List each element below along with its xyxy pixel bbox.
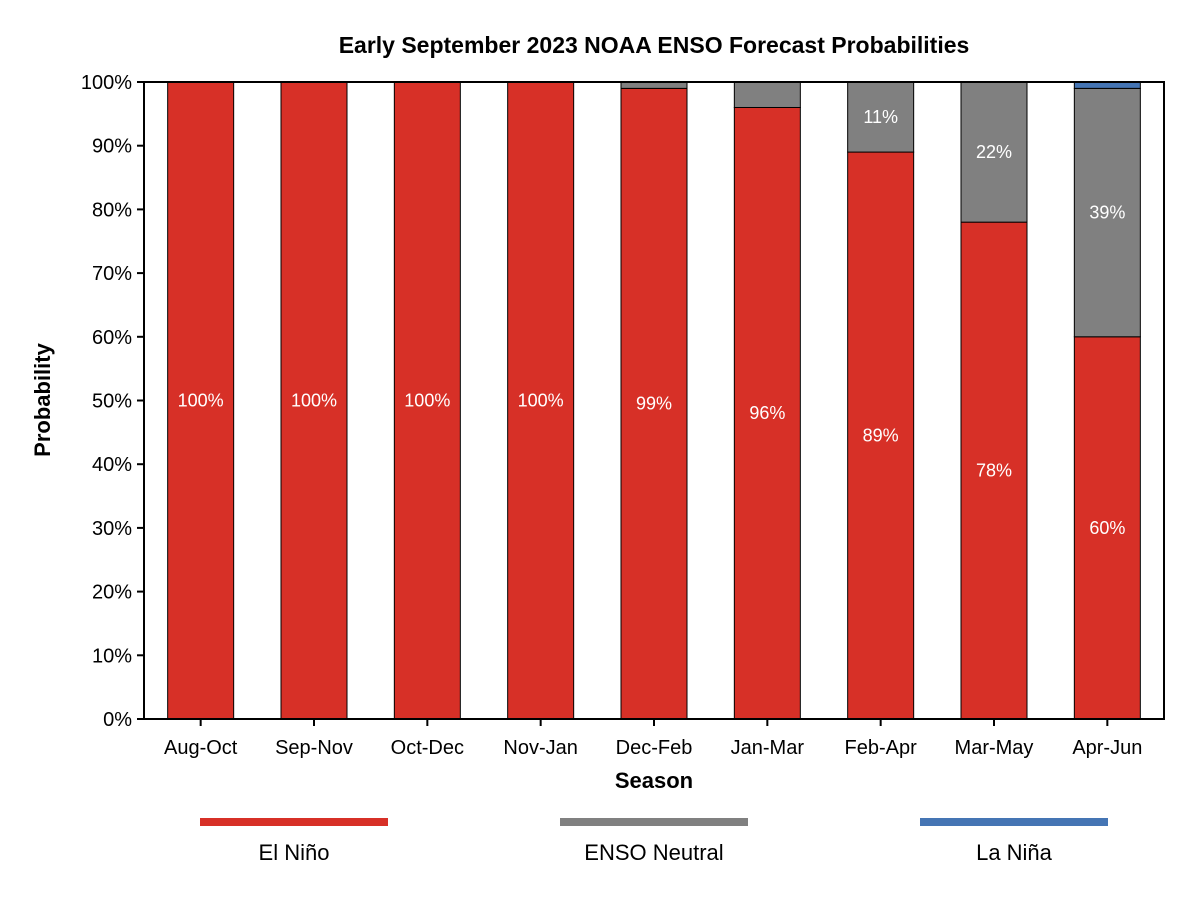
- data-label-enso-neutral-apr-jun: 39%: [1089, 203, 1125, 223]
- bar-el-nino-aug-oct: [167, 81, 235, 720]
- x-tick-label: Sep-Nov: [275, 737, 353, 759]
- y-axis-title: Probability: [30, 342, 55, 456]
- x-tick-label: Apr-Jun: [1072, 737, 1142, 759]
- bar-enso-neutral-jan-mar: [733, 81, 801, 108]
- x-tick-label: Jan-Mar: [731, 737, 805, 759]
- y-tick-label: 10%: [92, 645, 132, 667]
- bar-enso-neutral-apr-jun: [1073, 87, 1141, 338]
- y-tick-label: 70%: [92, 263, 132, 285]
- bar-el-nino-mar-may: [960, 221, 1028, 720]
- bar-enso-neutral-mar-may: [960, 81, 1028, 223]
- y-tick-label: 40%: [92, 454, 132, 476]
- data-label-el-nino-feb-apr: 89%: [863, 426, 899, 446]
- legend-swatch-la-nina: [920, 818, 1108, 826]
- bars-layer: [167, 81, 1141, 720]
- x-tick-label: Feb-Apr: [845, 737, 918, 759]
- data-label-el-nino-jan-mar: 96%: [749, 403, 785, 423]
- y-tick-label: 30%: [92, 518, 132, 540]
- y-tick-label: 50%: [92, 391, 132, 413]
- x-tick-label: Mar-May: [955, 737, 1034, 759]
- y-tick-label: 80%: [92, 199, 132, 221]
- data-label-el-nino-nov-jan: 100%: [518, 391, 564, 411]
- legend-swatch-el-nino: [200, 818, 388, 826]
- y-tick-label: 100%: [81, 72, 132, 94]
- bar-el-nino-nov-jan: [507, 81, 575, 720]
- bar-enso-neutral-feb-apr: [847, 81, 915, 153]
- bar-el-nino-oct-dec: [393, 81, 461, 720]
- legend-label-la-nina: La Niña: [976, 840, 1053, 865]
- data-label-el-nino-oct-dec: 100%: [404, 391, 450, 411]
- data-label-enso-neutral-feb-apr: 11%: [863, 107, 898, 127]
- x-tick-label: Aug-Oct: [164, 737, 238, 759]
- data-label-el-nino-mar-may: 78%: [976, 461, 1012, 481]
- x-tick-label: Oct-Dec: [391, 737, 464, 759]
- chart-title: Early September 2023 NOAA ENSO Forecast …: [339, 32, 970, 58]
- x-tick-label: Nov-Jan: [503, 737, 577, 759]
- y-axis: 0% 10% 20% 30% 40% 50% 60% 70% 80% 90% 100%: [81, 72, 144, 731]
- legend-label-el-nino: El Niño: [259, 840, 330, 865]
- x-axis: Aug-Oct Sep-Nov Oct-Dec Nov-Jan Dec-Feb Jan-M…: [164, 719, 1142, 759]
- legend-label-enso-neutral: ENSO Neutral: [584, 840, 723, 865]
- data-label-el-nino-aug-oct: 100%: [178, 391, 224, 411]
- y-tick-label: 20%: [92, 582, 132, 604]
- y-tick-label: 90%: [92, 136, 132, 158]
- y-tick-label: 0%: [103, 709, 132, 731]
- x-axis-title: Season: [615, 768, 693, 793]
- y-tick-label: 60%: [92, 327, 132, 349]
- data-label-el-nino-apr-jun: 60%: [1089, 518, 1125, 538]
- data-label-el-nino-sep-nov: 100%: [291, 391, 337, 411]
- data-labels-layer: 100% 100% 100% 100% 99% 96% 89% 11% 78% 22% 60% 39%: [178, 107, 1126, 538]
- legend-swatch-enso-neutral: [560, 818, 748, 826]
- x-tick-label: Dec-Feb: [616, 737, 693, 759]
- data-label-enso-neutral-mar-may: 22%: [976, 142, 1012, 162]
- legend: El Niño ENSO Neutral La Niña: [200, 818, 1108, 865]
- data-label-el-nino-dec-feb: 99%: [636, 394, 672, 414]
